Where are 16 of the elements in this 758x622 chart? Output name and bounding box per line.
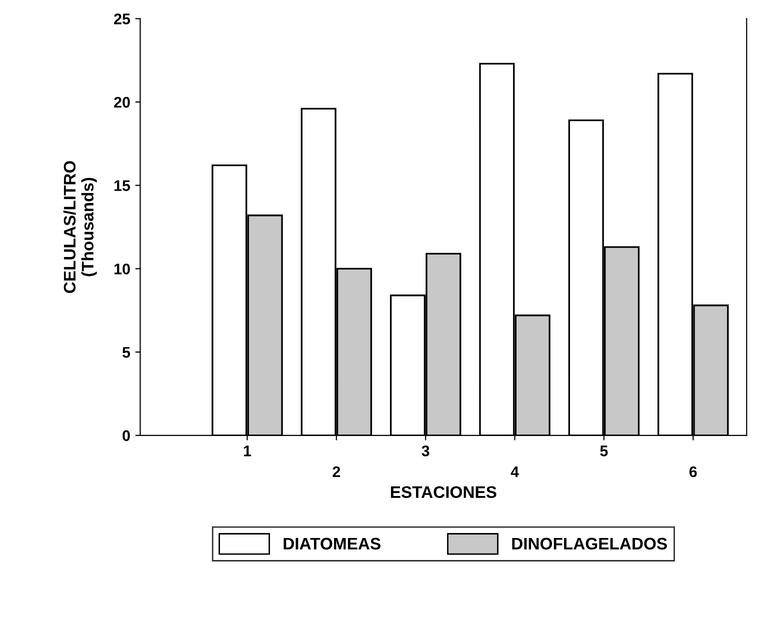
y-tick-label: 5 <box>122 347 130 358</box>
y-tick-label: 0 <box>122 430 130 442</box>
x-tick-label: 2 <box>332 466 340 478</box>
x-tick-label: 1 <box>244 446 252 456</box>
x-tick-label: 5 <box>600 446 608 456</box>
y-tick-label: 15 <box>114 180 130 192</box>
x-tick-label: 3 <box>422 446 430 456</box>
x-axis-title: ESTACIONES <box>390 486 496 498</box>
y-tick-label: 25 <box>114 14 130 24</box>
x-tick-label: 4 <box>510 466 519 478</box>
x-tick-label: 6 <box>689 466 697 478</box>
y-axis-title: CELULAS/LITRO (Thousands) <box>63 161 97 294</box>
legend-label: DIATOMEAS <box>284 538 380 550</box>
legend-label: DINOFLAGELADOS <box>512 538 667 550</box>
y-tick-label: 10 <box>114 264 130 274</box>
y-tick-label: 20 <box>114 96 130 108</box>
